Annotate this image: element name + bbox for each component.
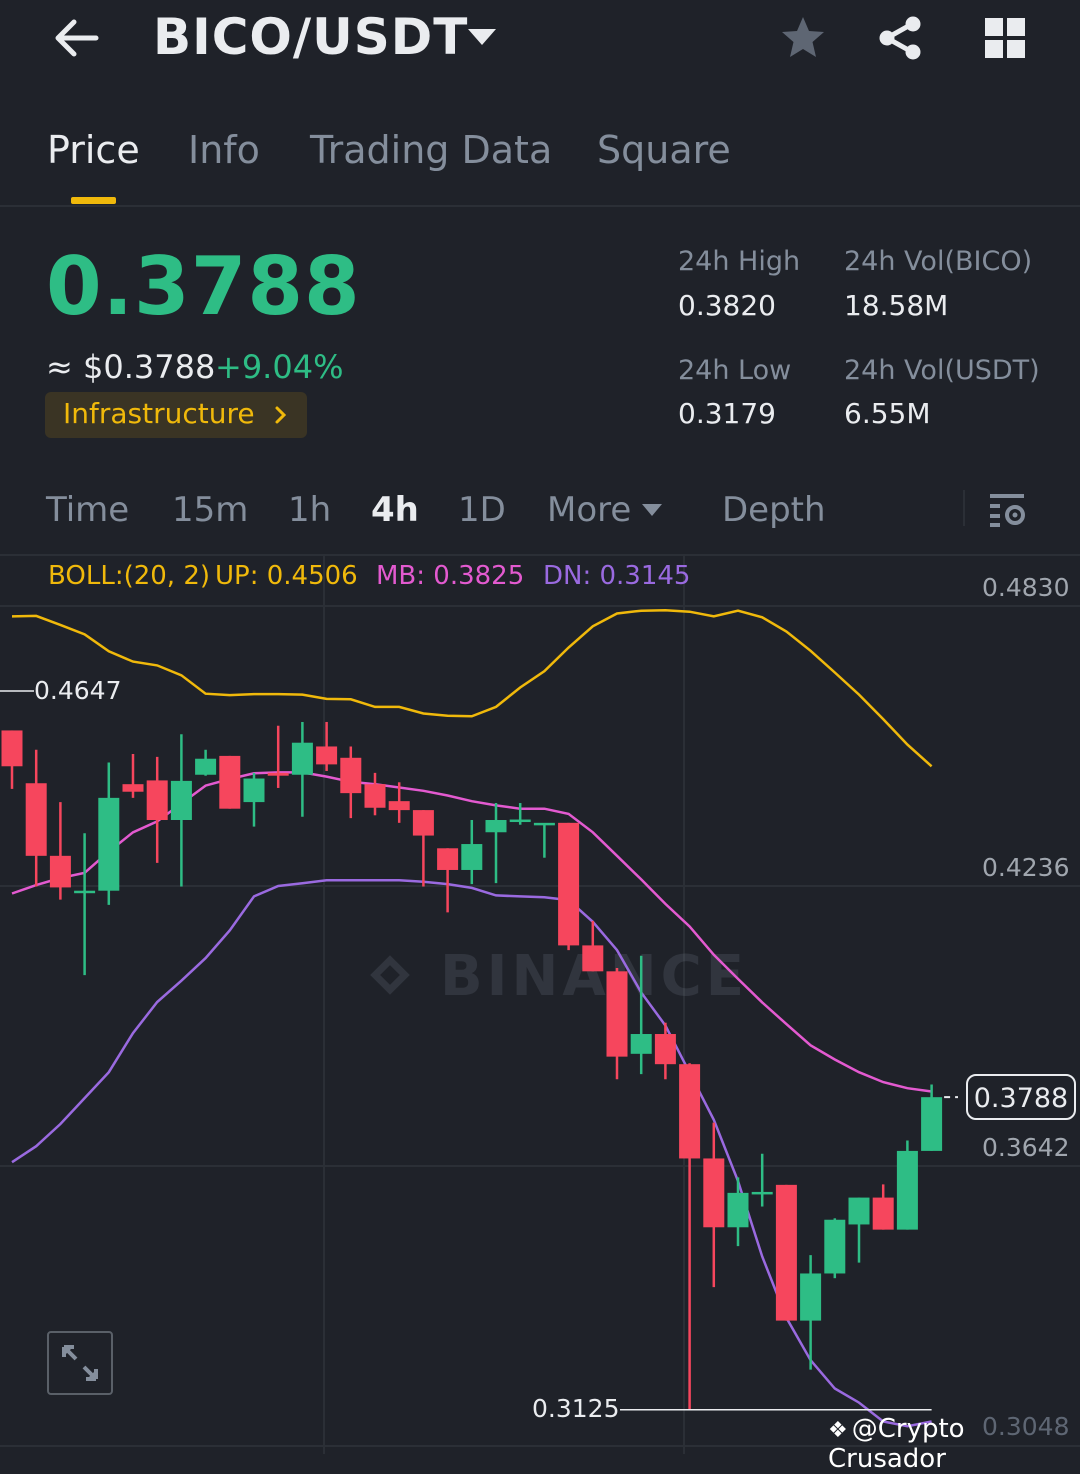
candle-body-up bbox=[800, 1273, 822, 1321]
y-axis-tick: 0.4236 bbox=[982, 853, 1070, 882]
current-price-value: 0.3788 bbox=[973, 1083, 1069, 1114]
candle-body-down bbox=[606, 971, 628, 1057]
candle-body-up bbox=[751, 1191, 773, 1195]
interval-4h[interactable]: 4h bbox=[371, 490, 419, 530]
candle-body-up bbox=[485, 820, 507, 833]
boll-legend-mb: MB: 0.3825 bbox=[376, 561, 525, 591]
low-24h-label: 24h Low bbox=[678, 355, 792, 386]
caret-down-icon[interactable] bbox=[466, 26, 498, 48]
candle-body-down bbox=[122, 784, 144, 792]
candle-body-down bbox=[267, 772, 289, 776]
star-icon[interactable] bbox=[779, 14, 827, 62]
attribution-text: @Crypto Crusador bbox=[828, 1414, 965, 1474]
diamond-logo-icon: ❖ bbox=[828, 1418, 848, 1443]
candle-body-up bbox=[824, 1219, 846, 1274]
candle-body-up bbox=[170, 780, 192, 821]
candle-body-up bbox=[74, 890, 96, 894]
tab-info[interactable]: Info bbox=[188, 128, 260, 172]
last-price: 0.3788 bbox=[46, 240, 361, 333]
tab-trading-data[interactable]: Trading Data bbox=[310, 128, 553, 172]
tabs-divider bbox=[0, 205, 1080, 207]
current-price-label: 0.3788 bbox=[966, 1074, 1076, 1120]
boll-legend-up: UP: 0.4506 bbox=[215, 561, 358, 591]
tab-square[interactable]: Square bbox=[597, 128, 731, 172]
chart-settings-icon[interactable] bbox=[988, 490, 1028, 530]
vol-quote-label: 24h Vol(USDT) bbox=[844, 355, 1040, 386]
category-tag-button[interactable]: Infrastructure bbox=[45, 392, 307, 438]
boll-legend-dn: DN: 0.3145 bbox=[543, 561, 691, 591]
vol-quote-value: 6.55M bbox=[844, 397, 931, 430]
candle-body-up bbox=[848, 1197, 870, 1225]
interval-1d[interactable]: 1D bbox=[458, 490, 506, 530]
candlestick-chart[interactable]: BINANCE bbox=[0, 556, 1080, 1454]
candle-body-down bbox=[872, 1197, 894, 1230]
grid-icon[interactable] bbox=[983, 16, 1027, 60]
category-tag-label: Infrastructure bbox=[63, 397, 255, 430]
high-24h-value: 0.3820 bbox=[678, 289, 776, 322]
max-price-marker: 0.4647 bbox=[34, 676, 122, 705]
back-arrow-icon[interactable] bbox=[50, 14, 102, 62]
depth-tab[interactable]: Depth bbox=[722, 490, 826, 530]
candle-body-down bbox=[364, 784, 386, 808]
change-percent: +9.04% bbox=[215, 348, 344, 386]
candle-body-up bbox=[896, 1150, 918, 1230]
candle-body-down bbox=[25, 783, 47, 856]
interval-more[interactable]: More bbox=[547, 490, 632, 530]
tab-price[interactable]: Price bbox=[47, 128, 140, 172]
candle-body-down bbox=[146, 780, 168, 821]
y-axis-tick: 0.3048 bbox=[982, 1412, 1070, 1441]
candle-body-down bbox=[703, 1158, 725, 1228]
candle-body-down bbox=[219, 755, 241, 809]
candle-body-down bbox=[679, 1064, 701, 1159]
candle-body-up bbox=[98, 797, 120, 891]
y-axis-tick: 0.3642 bbox=[982, 1133, 1070, 1162]
candle-body-down bbox=[654, 1034, 676, 1065]
candle-body-up bbox=[509, 819, 531, 823]
vol-base-value: 18.58M bbox=[844, 289, 949, 322]
candle-body-down bbox=[582, 945, 604, 972]
candle-body-down bbox=[49, 855, 71, 888]
interval-time[interactable]: Time bbox=[46, 490, 130, 530]
binance-watermark: BINANCE bbox=[370, 944, 744, 1009]
usd-price: ≈ $0.3788 bbox=[46, 348, 216, 386]
candle-body-down bbox=[1, 730, 23, 767]
pair-title[interactable]: BICO/USDT bbox=[153, 8, 469, 66]
boll-upper-line bbox=[11, 608, 933, 768]
active-tab-indicator bbox=[71, 197, 116, 204]
candle-body-up bbox=[921, 1097, 943, 1151]
divider bbox=[963, 490, 965, 526]
min-price-marker: 0.3125 bbox=[532, 1394, 620, 1423]
chevron-right-icon bbox=[273, 404, 289, 426]
y-axis-tick: 0.4830 bbox=[982, 573, 1070, 602]
candle-body-up bbox=[243, 778, 265, 803]
candle-body-up bbox=[195, 758, 217, 775]
expand-icon bbox=[62, 1345, 98, 1381]
vol-base-label: 24h Vol(BICO) bbox=[844, 246, 1033, 277]
share-icon[interactable] bbox=[876, 14, 924, 62]
attribution-watermark: ❖ @Crypto Crusador bbox=[828, 1414, 1080, 1474]
candle-body-down bbox=[412, 810, 434, 836]
candle-body-down bbox=[775, 1184, 797, 1321]
candle-body-up bbox=[727, 1192, 749, 1228]
chart-top-border bbox=[0, 554, 1080, 556]
candle-body-down bbox=[316, 746, 338, 765]
caret-down-icon[interactable] bbox=[641, 502, 663, 516]
candle-body-up bbox=[630, 1034, 652, 1054]
candle-body-up bbox=[461, 844, 483, 870]
candle-body-down bbox=[388, 801, 410, 811]
low-24h-value: 0.3179 bbox=[678, 397, 776, 430]
interval-15m[interactable]: 15m bbox=[172, 490, 249, 530]
candle-body-up bbox=[533, 822, 555, 826]
candle-body-down bbox=[437, 848, 459, 870]
interval-1h[interactable]: 1h bbox=[288, 490, 332, 530]
candle-body-down bbox=[558, 822, 580, 946]
candle-body-up bbox=[291, 742, 313, 775]
fullscreen-button[interactable] bbox=[47, 1331, 113, 1395]
candle-body-down bbox=[340, 757, 362, 794]
high-24h-label: 24h High bbox=[678, 246, 801, 277]
boll-legend-name: BOLL:(20, 2) bbox=[48, 561, 211, 591]
